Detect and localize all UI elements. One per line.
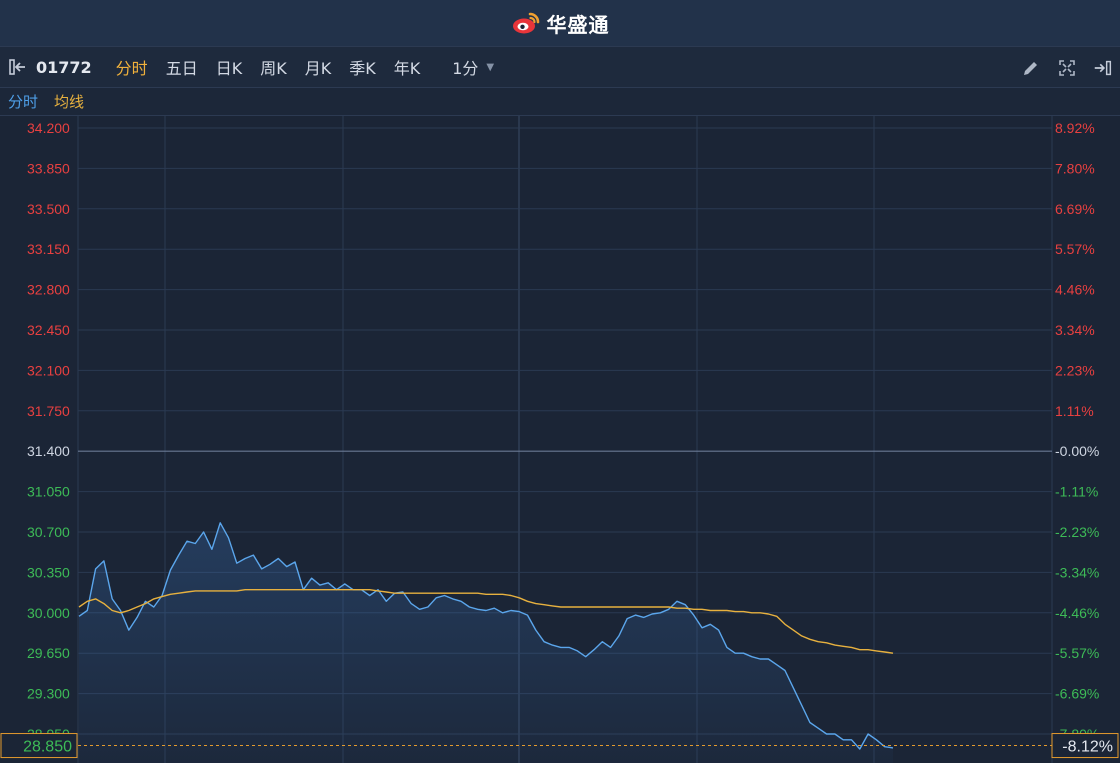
tab-month-k[interactable]: 月K [304, 59, 332, 78]
collapse-left-icon[interactable] [8, 58, 36, 76]
title-bar: 华盛通 [0, 0, 1120, 46]
toolbar-actions [1020, 47, 1114, 89]
pct-tick-label: 4.46% [1055, 282, 1095, 298]
price-area [79, 522, 893, 763]
price-line [78, 522, 894, 750]
brand: 华盛通 [511, 9, 610, 38]
tab-five-day[interactable]: 五日 [165, 59, 198, 78]
weibo-logo-icon [512, 12, 539, 34]
pct-tick-label: -4.46% [1055, 605, 1099, 621]
pct-tick-label: -5.57% [1055, 645, 1099, 661]
current-price-box [0, 733, 78, 759]
pct-tick-label: -1.11% [1055, 484, 1098, 500]
tab-year-k[interactable]: 年K [393, 59, 421, 78]
y-tick-label: 31.050 [27, 484, 70, 500]
pct-tick-label: 1.11% [1055, 403, 1094, 419]
y-tick-label: 32.100 [27, 362, 70, 378]
pencil-icon[interactable] [1020, 57, 1042, 79]
y-tick-label: 30.000 [27, 605, 70, 621]
intraday-chart: 34.200 8.92% 33.850 7.80% 33.500 6.69% 33.150 5… [0, 116, 1119, 763]
pct-tick-label: 3.34% [1055, 322, 1095, 338]
current-pct-box [1051, 733, 1119, 759]
y-tick-label: 32.450 [27, 322, 70, 338]
legend-average: 均线 [54, 93, 85, 111]
y-tick-label: 33.150 [27, 241, 70, 257]
pct-tick-label: 2.23% [1055, 362, 1095, 378]
pct-tick-label: 8.92% [1055, 120, 1095, 136]
pct-tick-label: -0.00% [1055, 443, 1099, 459]
brand-name: 华盛通 [546, 12, 610, 37]
pct-tick-label: -6.69% [1055, 686, 1099, 702]
y-tick-label: 29.300 [27, 686, 70, 702]
chart-legend: 分时 均线 [0, 88, 1120, 116]
y-tick-label: 29.650 [27, 645, 70, 661]
chart-toolbar: 01772 分时 五日 日K 周K 月K 季K 年K 1分 ▼ [0, 46, 1120, 88]
collapse-right-icon[interactable] [1092, 57, 1114, 79]
interval-select[interactable]: 1分 ▼ [452, 55, 494, 79]
pct-tick-label: -3.34% [1055, 564, 1099, 580]
interval-value: 1分 [452, 59, 479, 78]
pct-tick-label: -2.23% [1055, 524, 1099, 540]
tab-week-k[interactable]: 周K [260, 59, 287, 78]
pct-tick-label: 7.80% [1055, 160, 1095, 176]
fullscreen-icon[interactable] [1056, 57, 1078, 79]
legend-price: 分时 [8, 93, 39, 111]
stock-code: 01772 [36, 57, 92, 77]
chevron-down-icon: ▼ [486, 61, 495, 73]
y-tick-label: 31.400 [27, 443, 70, 459]
tab-quarter-k[interactable]: 季K [349, 59, 376, 78]
current-price-label: 28.850 [23, 739, 72, 756]
tab-day-k[interactable]: 日K [215, 59, 243, 78]
y-tick-label: 32.800 [27, 282, 70, 298]
pct-tick-label: 5.57% [1055, 241, 1095, 257]
y-tick-label: 31.750 [27, 403, 70, 419]
y-tick-label: 30.700 [27, 524, 70, 540]
y-tick-label: 34.200 [27, 120, 70, 136]
pct-tick-label: 6.69% [1055, 201, 1095, 217]
average-line [78, 589, 894, 654]
y-tick-label: 30.350 [27, 564, 70, 580]
tab-intraday[interactable]: 分时 [115, 59, 148, 78]
y-tick-label: 33.500 [27, 201, 70, 217]
y-tick-label: 33.850 [27, 160, 70, 176]
current-pct-label: -8.12% [1062, 739, 1113, 756]
